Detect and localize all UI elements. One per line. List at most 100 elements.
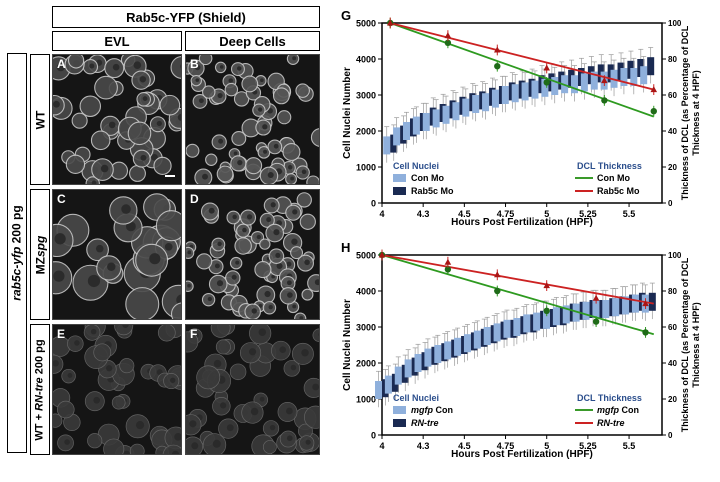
cell-outline (71, 112, 88, 129)
red-point (543, 64, 551, 71)
box (503, 319, 511, 338)
panel-letter-g: G (341, 8, 351, 23)
cell-outline (198, 55, 213, 66)
legend-label-dcl: mgfp Con (597, 405, 639, 415)
cell-nucleus (187, 283, 191, 288)
cell-outline (65, 154, 86, 175)
cell-nucleus (301, 169, 307, 175)
cell-outline (103, 438, 125, 454)
side-label-italic: rab5c-yfp (10, 246, 25, 301)
cell-nucleus (286, 407, 293, 415)
cell-nucleus (213, 359, 222, 368)
cell-nucleus (202, 173, 208, 180)
cell-nucleus (180, 64, 181, 69)
cell-nucleus (174, 432, 181, 441)
y-tick-label: 4000 (356, 55, 376, 65)
box (414, 354, 422, 372)
cell-outline (282, 142, 301, 162)
legend-label-nuclei-italic: mgfp (411, 405, 433, 415)
dcl-trend-green (381, 254, 655, 336)
legend-label-nuclei-text: Con (433, 405, 453, 415)
row-label-mz-text: MZ (33, 256, 48, 274)
cell-nucleus (142, 96, 148, 101)
cell-nucleus (53, 100, 60, 108)
y2-axis-label-line: Thickness at 4 HPF) (691, 302, 701, 388)
green-point (494, 63, 501, 70)
cell-outline (216, 165, 234, 183)
cell-outline (229, 363, 247, 381)
cell-outline (210, 325, 231, 338)
side-label-rest: 200 pg (10, 205, 25, 247)
box (592, 300, 600, 318)
cell-outline (205, 153, 218, 166)
red-point (493, 46, 501, 53)
cell-outline (196, 365, 221, 390)
y2-tick-label: 0 (668, 199, 673, 208)
row-label-mzspg: MZspg (30, 189, 50, 320)
cell-nucleus (251, 308, 257, 314)
cell-nucleus (256, 234, 261, 240)
legend-swatch-box (393, 187, 406, 195)
plot-frame (381, 254, 663, 436)
box (501, 86, 509, 104)
green-point (650, 108, 657, 115)
cell-outline (231, 131, 247, 146)
cell-outline (307, 274, 319, 293)
cell-nucleus (275, 252, 281, 258)
y-tick-label: 3000 (356, 91, 376, 101)
cell-outline (241, 75, 259, 93)
micrograph-a: A (52, 54, 182, 185)
row-label-wt: WT (30, 54, 50, 185)
legend-title-nuclei: Cell Nuclei (393, 393, 439, 403)
box (571, 75, 578, 94)
box (384, 375, 392, 394)
cell-nucleus (260, 78, 264, 83)
cell-nucleus (207, 296, 212, 302)
cell-nucleus (139, 76, 147, 83)
cell-nucleus (266, 217, 272, 223)
box (434, 345, 442, 363)
cell-nucleus (140, 154, 147, 161)
box (483, 327, 491, 345)
box (551, 77, 559, 95)
panel-letter-c: C (57, 192, 66, 206)
green-point (543, 307, 550, 314)
micrograph-e: E (52, 324, 182, 455)
cell-nucleus (273, 229, 280, 236)
green-point (543, 79, 550, 86)
cell-outline (202, 85, 216, 99)
cell-outline (67, 55, 85, 69)
cell-nucleus (216, 280, 224, 287)
y2-tick-label: 100 (668, 19, 682, 28)
cell-nucleus (286, 261, 292, 267)
cell-outline (295, 83, 310, 98)
box (424, 348, 432, 367)
x-tick-label: 5.5 (623, 441, 636, 451)
box (463, 334, 471, 353)
green-point (444, 266, 452, 273)
cell-nucleus (231, 274, 237, 280)
cell-nucleus (56, 63, 65, 72)
x-tick-label: 4.3 (417, 441, 430, 451)
cell-outline (129, 165, 146, 182)
box (612, 298, 620, 317)
cell-outline (186, 143, 200, 158)
cell-nucleus (177, 113, 181, 121)
box (590, 71, 598, 90)
cell-nucleus (287, 165, 293, 170)
cell-outline (129, 443, 145, 454)
cell-nucleus (53, 270, 65, 282)
panel-letter-a: A (57, 57, 66, 71)
cell-nucleus (212, 439, 221, 448)
box (543, 310, 550, 329)
cell-nucleus (214, 263, 220, 269)
column-header-evl-text: EVL (104, 33, 130, 49)
green-point (642, 329, 649, 336)
cell-nucleus (171, 450, 180, 454)
red-point (650, 86, 658, 93)
panel-letter-f: F (190, 327, 198, 341)
x-tick-label: 5 (544, 209, 549, 219)
cell-outline (125, 287, 160, 319)
x-tick-label: 4 (379, 441, 384, 451)
cell-outline (301, 288, 314, 301)
